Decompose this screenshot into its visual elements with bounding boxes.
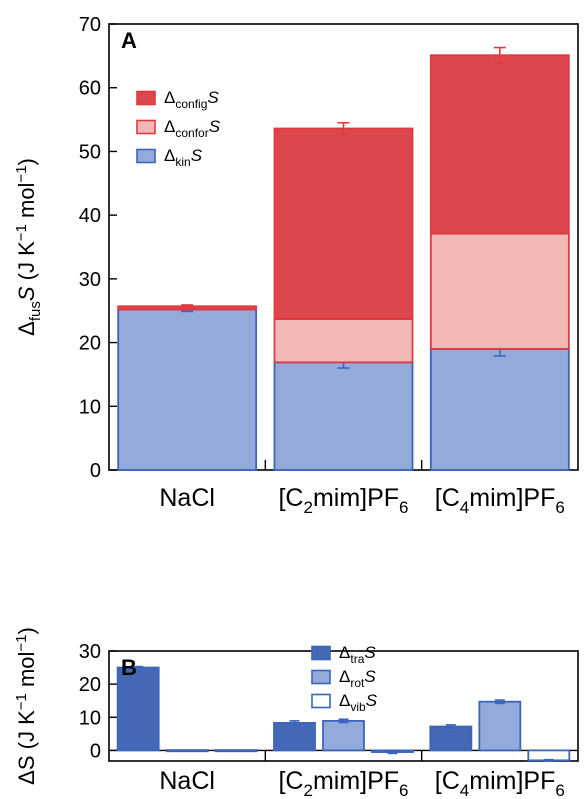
y-axis-label: ΔfusS (J K−1 mol−1) bbox=[13, 158, 44, 336]
bar-segment bbox=[273, 361, 414, 471]
bar-segment bbox=[117, 308, 258, 471]
legend-label: ΔconfigS bbox=[164, 88, 219, 111]
y-tick-label: 20 bbox=[79, 333, 101, 355]
bar-segment bbox=[429, 232, 570, 350]
category-label: [C4mim]PF6 bbox=[435, 767, 565, 799]
panel-letter: B bbox=[121, 655, 137, 680]
legend-label: ΔtraS bbox=[339, 643, 376, 666]
legend: ΔconfigS ΔconforS ΔkinS bbox=[136, 88, 221, 169]
category-label: [C2mim]PF6 bbox=[278, 767, 408, 799]
y-tick-label: 70 bbox=[79, 14, 101, 36]
legend-swatch bbox=[136, 90, 156, 106]
legend-swatch bbox=[136, 119, 156, 135]
legend-label: ΔkinS bbox=[164, 146, 203, 169]
bar bbox=[322, 720, 365, 752]
legend-swatch bbox=[311, 669, 331, 685]
y-tick-label: 30 bbox=[79, 641, 101, 663]
bar bbox=[273, 721, 316, 752]
legend-label: ΔvibS bbox=[339, 691, 378, 714]
y-tick-label: 50 bbox=[79, 141, 101, 163]
category-label: [C2mim]PF6 bbox=[278, 484, 408, 517]
bar bbox=[478, 700, 522, 752]
y-tick-label: 0 bbox=[90, 740, 101, 762]
category-label: NaCl bbox=[159, 484, 215, 512]
y-axis-label: ΔS (J K−1 mol−1) bbox=[13, 627, 39, 785]
bar-segment bbox=[273, 318, 414, 364]
bar-segment bbox=[273, 127, 414, 320]
y-tick-label: 30 bbox=[79, 269, 101, 291]
bar-segment bbox=[429, 348, 570, 471]
category-label: NaCl bbox=[159, 767, 215, 795]
bar bbox=[429, 725, 473, 752]
panel-b: 0 10 20 30 NaCl [C2mim]PF6 [C4mim]PF6 ΔS (J K−1… bbox=[13, 627, 579, 799]
panel-letter: A bbox=[121, 28, 137, 53]
bar bbox=[165, 749, 209, 753]
legend-swatch bbox=[136, 148, 156, 164]
plot-frame bbox=[108, 650, 579, 762]
legend-label: ΔconforS bbox=[164, 117, 221, 140]
legend-swatch bbox=[311, 645, 331, 661]
y-tick-label: 40 bbox=[79, 205, 101, 227]
y-tick-label: 0 bbox=[90, 460, 101, 482]
y-tick-label: 10 bbox=[79, 396, 101, 418]
legend-label: ΔrotS bbox=[339, 667, 376, 690]
panel-a: 0 10 20 30 40 50 60 70 NaCl [C2mim]PF6 [C4mim]PF6 Δ… bbox=[13, 14, 579, 517]
bar bbox=[214, 749, 258, 753]
bar-segment bbox=[429, 54, 570, 235]
category-label: [C4mim]PF6 bbox=[435, 484, 565, 517]
y-tick-label: 20 bbox=[79, 674, 101, 696]
bar bbox=[527, 749, 571, 762]
legend-swatch bbox=[311, 693, 331, 709]
bar bbox=[116, 666, 160, 752]
y-tick-label: 10 bbox=[79, 707, 101, 729]
y-tick-label: 60 bbox=[79, 78, 101, 100]
